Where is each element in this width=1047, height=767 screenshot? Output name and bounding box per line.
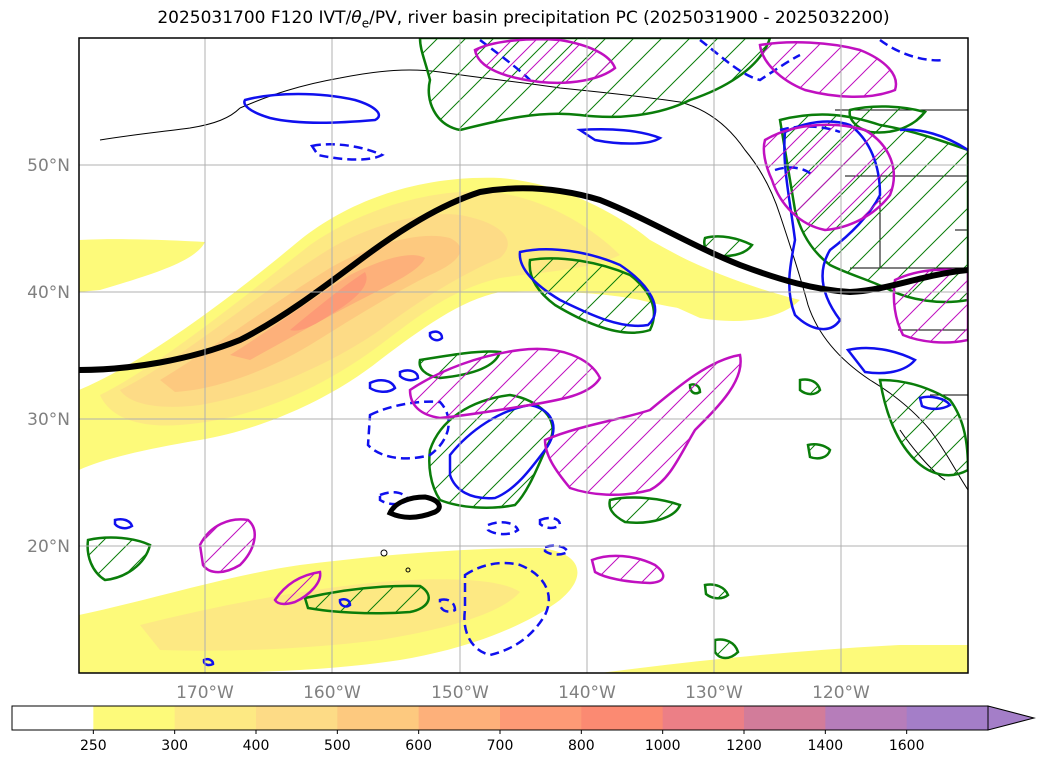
colorbar-tick-label: 400 [243, 738, 270, 754]
colorbar-segment [825, 706, 908, 730]
colorbar-segment [744, 706, 826, 730]
colorbar-segment [174, 706, 257, 730]
colorbar-tick-label: 1600 [889, 738, 925, 754]
colorbar-segment [12, 706, 94, 730]
colorbar-tick-label: 250 [80, 738, 107, 754]
colorbar-tick-label: 600 [405, 738, 432, 754]
pv-contour [79, 185, 968, 520]
latitude-labels: 50°N 40°N 30°N 20°N [27, 156, 70, 557]
colorbar-tick-label: 1000 [645, 738, 681, 754]
colorbar-segment [662, 706, 745, 730]
lat-label-20n: 20°N [27, 537, 70, 557]
colorbar: 250 300 400 500 600 700 800 1000 1200 1400 1600 [11, 705, 1036, 754]
colorbar-segment [581, 706, 664, 730]
colorbar-tick-label: 500 [324, 738, 351, 754]
map-frame [78, 37, 969, 674]
colorbar-extend-arrow [987, 705, 1036, 731]
lat-label-40n: 40°N [27, 283, 70, 303]
lon-label-150w: 150°W [431, 683, 489, 703]
map-title: 2025031700 F120 IVT/θe/PV, river basin p… [157, 8, 890, 31]
colorbar-tick-label: 800 [568, 738, 595, 754]
colorbar-segment [256, 706, 338, 730]
colorbar-segment [418, 706, 501, 730]
colorbar-tick-label: 1400 [808, 738, 844, 754]
lon-label-120w: 120°W [812, 683, 870, 703]
colorbar-tick-label: 700 [487, 738, 514, 754]
colorbar-segment [337, 706, 420, 730]
colorbar-tick-label: 1200 [726, 738, 762, 754]
colorbar-segment [500, 706, 582, 730]
colorbar-segment [906, 706, 989, 730]
longitude-labels: 170°W 160°W 150°W 140°W 130°W 120°W [176, 683, 870, 703]
graticule [79, 38, 968, 673]
map-layers [79, 38, 968, 673]
lon-label-170w: 170°W [176, 683, 234, 703]
lat-label-50n: 50°N [27, 156, 70, 176]
lon-label-140w: 140°W [558, 683, 616, 703]
magenta-contours [198, 38, 968, 606]
lon-label-160w: 160°W [303, 683, 361, 703]
colorbar-segment [93, 706, 176, 730]
lon-label-130w: 130°W [685, 683, 743, 703]
colorbar-tick-label: 300 [161, 738, 188, 754]
lat-label-30n: 30°N [27, 410, 70, 430]
